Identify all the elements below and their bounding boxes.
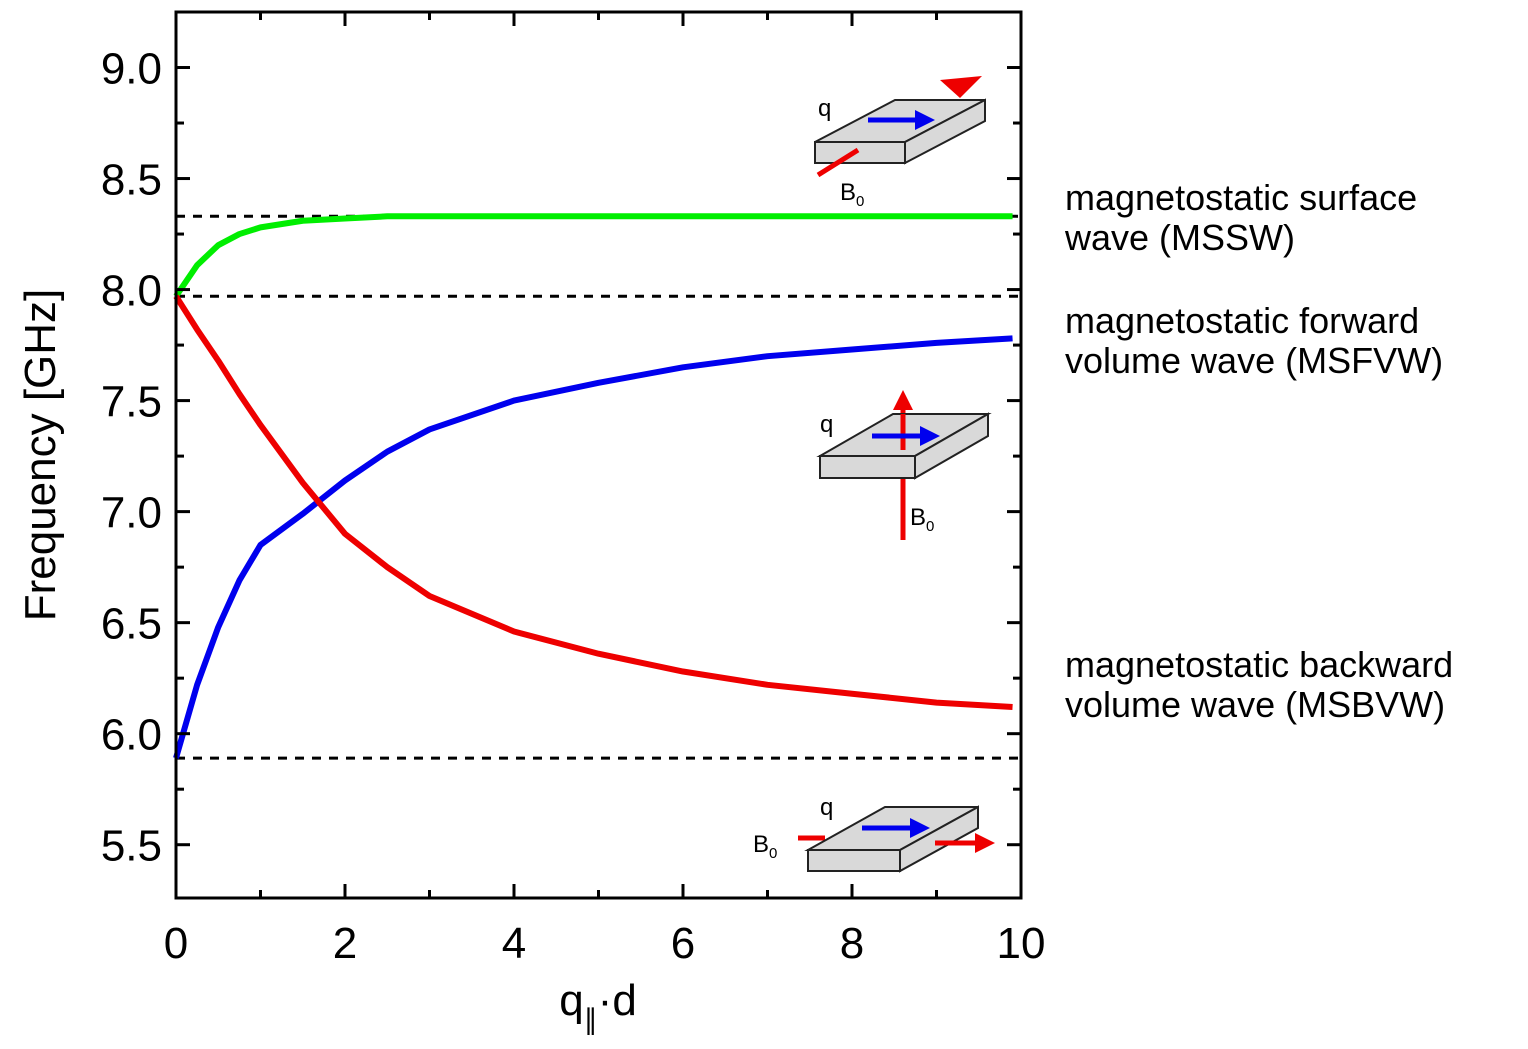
series-label: wave (MSSW) (1064, 217, 1295, 258)
y-tick-label: 5.5 (101, 822, 162, 871)
y-tick-label: 8.0 (101, 267, 162, 316)
series-label: magnetostatic forward (1065, 300, 1419, 341)
y-tick-label: 8.5 (101, 156, 162, 205)
series-line (173, 213, 1013, 298)
inset-q: q (820, 794, 833, 821)
inset-b-sub: 0 (856, 193, 864, 210)
x-tick-label: 4 (502, 919, 526, 968)
x-title-sub: ∥ (584, 1004, 598, 1035)
x-tick-label: 2 (333, 919, 357, 968)
inset-b-sub: 0 (926, 518, 934, 535)
series-line (173, 335, 1013, 759)
y-tick-label: 7.5 (101, 378, 162, 427)
slab-side (904, 98, 986, 165)
inset-b-main: B (753, 831, 769, 858)
slab-side (914, 412, 989, 480)
inset-q: q (818, 95, 831, 122)
series-label: magnetostatic surface (1065, 177, 1417, 218)
slab-front (819, 455, 916, 479)
inset-b: B0 (753, 831, 777, 862)
x-title-main: q (559, 976, 583, 1025)
slab-side (899, 805, 979, 873)
x-title-rest: ·d (598, 976, 637, 1025)
b-arrowhead (940, 76, 982, 98)
insets: q B0 q B0 q B0 (753, 76, 995, 873)
y-axis-title: Frequency [GHz] (16, 289, 65, 622)
series-label: volume wave (MSBVW) (1065, 684, 1445, 725)
inset-b-main: B (840, 179, 856, 206)
inset-b: B0 (840, 179, 864, 210)
inset-b-main: B (910, 504, 926, 531)
inset-b: B0 (910, 504, 934, 535)
x-tick-label: 0 (164, 919, 188, 968)
y-tick-label: 6.5 (101, 600, 162, 649)
x-axis-title: q∥·d (559, 976, 637, 1035)
y-tick-label: 6.0 (101, 711, 162, 760)
slab-front (807, 849, 901, 872)
x-tick-label: 6 (671, 919, 695, 968)
series-line (173, 294, 1013, 711)
series-label: magnetostatic backward (1065, 644, 1453, 685)
x-tick-label: 10 (997, 919, 1046, 968)
y-tick-label: 9.0 (101, 45, 162, 94)
series-label: volume wave (MSFVW) (1065, 340, 1443, 381)
inset-q: q (820, 411, 833, 438)
slab-front (814, 141, 906, 164)
x-tick-label: 8 (840, 919, 864, 968)
y-tick-label: 7.0 (101, 489, 162, 538)
b-line (816, 147, 860, 178)
inset-b-sub: 0 (769, 845, 777, 862)
